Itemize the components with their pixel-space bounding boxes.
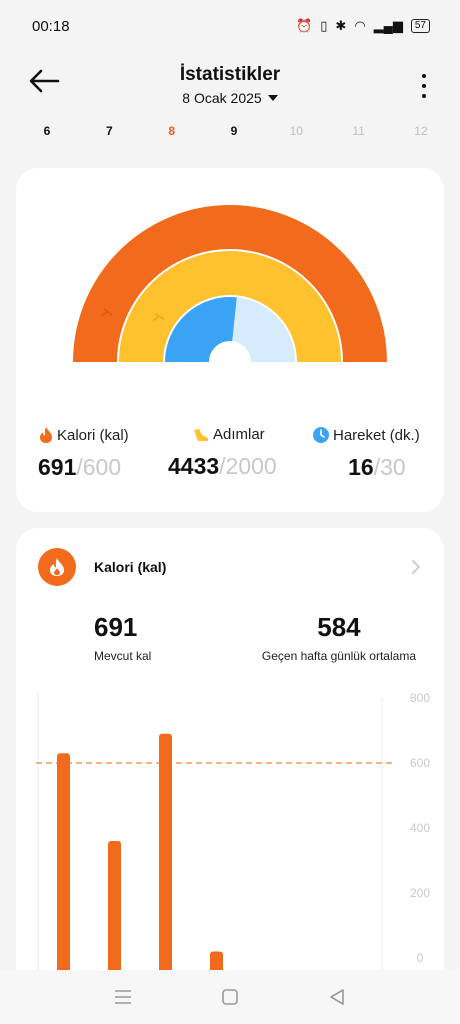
move-metric-goal: /30: [373, 454, 406, 480]
day-selector: 6 7 8 9 10 11 12: [16, 124, 444, 144]
weekly-average-label: Geçen hafta günlük ortalama: [261, 649, 416, 663]
steps-metric-goal: /2000: [219, 453, 277, 479]
steps-ring: [119, 251, 341, 363]
menu-icon[interactable]: [111, 985, 135, 1009]
shoe-icon: [194, 428, 208, 441]
bar: [108, 841, 121, 998]
calorie-card-header: Kalori (kal): [38, 548, 166, 586]
date-label: 8 Ocak 2025: [182, 90, 262, 106]
calorie-metric-label: Kalori (kal): [57, 426, 129, 444]
back-arrow-icon[interactable]: [26, 66, 62, 96]
calorie-flame-icon: [38, 548, 76, 586]
bar: [57, 753, 70, 998]
home-icon[interactable]: [218, 985, 242, 1009]
status-bar: 00:18 ⏰ ▯ ✱ ◠ ▂▄▆ 57: [0, 0, 460, 52]
header: İstatistikler 8 Ocak 2025: [0, 56, 460, 116]
activity-summary-card[interactable]: Kalori (kal) 691/600 Adımlar 4433/2000 H…: [16, 168, 444, 512]
day-item[interactable]: 6: [43, 124, 51, 138]
date-selector[interactable]: 8 Ocak 2025: [182, 90, 278, 106]
y-tick-label: 0: [417, 951, 424, 965]
back-triangle-icon[interactable]: [325, 985, 349, 1009]
calorie-ring: [73, 205, 387, 363]
flame-icon: [40, 427, 52, 443]
move-metric-label: Hareket (dk.): [333, 426, 420, 444]
clock-icon: [313, 427, 329, 443]
weekly-average-stat: 584 Geçen hafta günlük ortalama: [262, 612, 416, 663]
battery-indicator: 57: [410, 19, 430, 33]
current-calorie-stat: 691 Mevcut kal: [94, 612, 151, 663]
move-metric: Hareket (dk.) 16/30: [312, 426, 420, 481]
calorie-card-title: Kalori (kal): [94, 559, 167, 575]
more-options-icon[interactable]: [418, 74, 430, 98]
alarm-icon: ⏰: [296, 18, 313, 33]
metrics-row: Kalori (kal) 691/600 Adımlar 4433/2000 H…: [16, 426, 444, 496]
calorie-ring-arrow-icon: [100, 308, 113, 317]
page-title: İstatistikler: [179, 64, 281, 85]
move-metric-value: 16: [348, 454, 374, 480]
signal-icon: ▂▄▆: [373, 18, 403, 33]
weekly-average-value: 584: [317, 612, 361, 642]
y-tick-label: 200: [410, 886, 430, 900]
y-tick-label: 400: [410, 821, 430, 835]
day-item: 11: [352, 124, 365, 138]
current-calorie-label: Mevcut kal: [94, 649, 152, 663]
calorie-metric: Kalori (kal) 691/600: [38, 426, 129, 481]
steps-ring-arrow-icon: [152, 313, 165, 322]
y-tick-label: 600: [410, 756, 430, 770]
day-item-selected[interactable]: 8: [168, 124, 175, 138]
calorie-detail-card[interactable]: Kalori (kal) 691 Mevcut kal 584 Geçen ha…: [16, 528, 444, 998]
bluetooth-icon: ✱: [335, 18, 347, 33]
calorie-metric-goal: /600: [76, 454, 122, 480]
day-item[interactable]: 7: [105, 124, 113, 138]
move-ring: [165, 297, 237, 364]
steps-metric-value: 4433: [168, 453, 220, 479]
vibrate-icon: ▯: [320, 18, 328, 33]
status-icons: ⏰ ▯ ✱ ◠ ▂▄▆ 57: [296, 18, 430, 34]
current-calorie-value: 691: [94, 612, 138, 642]
wifi-icon: ◠: [354, 18, 366, 33]
calorie-bar-chart: 0 200 400 600 800: [36, 691, 430, 998]
day-item: 10: [289, 124, 303, 138]
activity-rings: [73, 205, 387, 364]
day-item: 12: [414, 124, 428, 138]
caret-down-icon: [267, 95, 278, 101]
bar: [159, 733, 172, 998]
day-item[interactable]: 9: [230, 124, 238, 138]
steps-metric-label: Adımlar: [213, 426, 265, 443]
y-tick-label: 800: [410, 691, 430, 705]
chevron-right-icon[interactable]: [410, 558, 422, 576]
system-nav-bar: [0, 970, 460, 1024]
calorie-metric-value: 691: [38, 454, 77, 480]
status-time: 00:18: [32, 17, 70, 35]
steps-metric: Adımlar 4433/2000: [168, 426, 277, 480]
